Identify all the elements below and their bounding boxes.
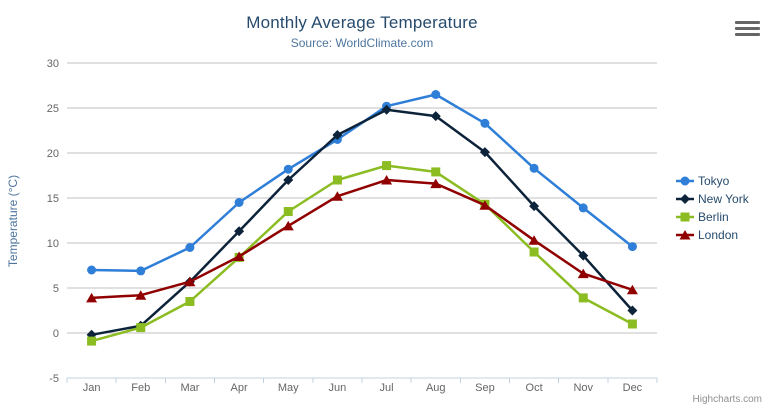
series-line-berlin[interactable] [90, 164, 634, 343]
data-point-tokyo[interactable] [283, 164, 293, 174]
legend-item-berlin[interactable]: Berlin [676, 209, 749, 224]
series-line-tokyo[interactable] [90, 93, 634, 273]
data-point-new-york[interactable] [627, 305, 638, 316]
legend-item-tokyo[interactable]: Tokyo [676, 173, 749, 188]
x-axis-tick-label: Feb [131, 382, 150, 394]
data-point-tokyo[interactable] [578, 203, 588, 213]
y-axis-tick-label: 0 [53, 328, 59, 340]
data-point-london[interactable] [135, 290, 147, 300]
legend-label: New York [698, 191, 749, 206]
data-point-new-york[interactable] [381, 104, 392, 115]
data-point-london[interactable] [184, 276, 196, 287]
data-point-london[interactable] [626, 284, 638, 295]
hamburger-menu-icon [735, 21, 760, 24]
circle-legend-marker-icon [676, 176, 694, 185]
data-point-berlin[interactable] [283, 207, 293, 216]
legend-item-london[interactable]: London [676, 227, 749, 242]
data-point-london[interactable] [233, 251, 245, 262]
y-axis-tick-label: 5 [53, 283, 59, 295]
x-axis-tick-label: Mar [180, 382, 199, 394]
legend-label: Tokyo [698, 173, 730, 188]
data-point-new-york[interactable] [529, 201, 540, 212]
data-point-tokyo[interactable] [185, 243, 195, 252]
series-line-london[interactable] [90, 178, 634, 300]
data-point-new-york[interactable] [430, 111, 441, 122]
x-axis-tick-label: May [278, 382, 299, 394]
data-point-london[interactable] [577, 268, 589, 279]
y-axis-tick-label: -5 [49, 373, 59, 385]
legend-label: London [698, 227, 739, 242]
data-point-new-york[interactable] [234, 226, 245, 237]
data-point-tokyo[interactable] [627, 242, 637, 252]
data-point-new-york[interactable] [479, 147, 490, 158]
data-point-tokyo[interactable] [529, 163, 539, 173]
data-point-new-york[interactable] [283, 175, 294, 185]
data-point-london[interactable] [430, 178, 442, 189]
data-point-berlin[interactable] [529, 247, 539, 257]
y-axis-tick-label: 30 [47, 58, 59, 70]
data-point-berlin[interactable] [431, 167, 441, 177]
chart-subtitle: Source: WorldClimate.com [290, 36, 434, 50]
x-axis-tick-label: Oct [526, 382, 543, 394]
triangle-legend-marker-icon [676, 229, 694, 239]
data-point-london[interactable] [479, 200, 491, 210]
x-axis-tick-label: Sep [475, 382, 495, 394]
data-point-tokyo[interactable] [136, 266, 146, 276]
data-point-london[interactable] [528, 235, 540, 245]
data-point-london[interactable] [282, 220, 294, 231]
data-point-berlin[interactable] [87, 336, 97, 346]
y-axis-tick-label: 15 [47, 193, 59, 205]
y-axis-title: Temperature (°C) [6, 174, 20, 268]
x-axis-tick-label: Dec [623, 382, 643, 394]
data-point-berlin[interactable] [627, 319, 637, 329]
export-menu-button[interactable] [735, 21, 760, 36]
square-legend-marker-icon [676, 212, 694, 221]
x-axis-tick-label: Jan [83, 382, 101, 394]
data-point-berlin[interactable] [578, 293, 588, 303]
series-line-new-york[interactable] [90, 108, 634, 337]
data-point-london[interactable] [381, 175, 393, 185]
data-point-berlin[interactable] [185, 297, 195, 306]
data-point-new-york[interactable] [578, 250, 589, 261]
data-point-london[interactable] [331, 191, 343, 201]
data-point-berlin[interactable] [136, 323, 146, 333]
legend-item-new-york[interactable]: New York [676, 191, 749, 206]
credits-link[interactable]: Highcharts.com [692, 394, 762, 405]
y-axis-tick-label: 25 [47, 103, 59, 115]
chart-title: Monthly Average Temperature [246, 13, 478, 32]
data-point-berlin[interactable] [382, 161, 392, 171]
y-axis-tick-label: 10 [47, 238, 59, 250]
data-point-tokyo[interactable] [480, 118, 490, 128]
legend: Tokyo New York Berlin London [676, 173, 749, 242]
hamburger-menu-icon [735, 27, 760, 30]
x-axis-tick-label: Aug [426, 382, 446, 394]
diamond-legend-marker-icon [676, 193, 694, 204]
data-point-tokyo[interactable] [87, 265, 97, 275]
x-axis-tick-label: Apr [231, 382, 248, 394]
x-axis-tick-label: Nov [573, 382, 593, 394]
data-point-tokyo[interactable] [431, 90, 441, 99]
hamburger-menu-icon [735, 33, 760, 36]
x-axis-tick-label: Jun [329, 382, 347, 394]
data-point-london[interactable] [86, 292, 98, 303]
x-axis-tick-label: Jul [380, 382, 394, 394]
legend-label: Berlin [698, 209, 729, 224]
data-point-new-york[interactable] [332, 130, 343, 140]
data-point-tokyo[interactable] [234, 198, 244, 207]
y-axis-tick-label: 20 [47, 148, 59, 160]
data-point-berlin[interactable] [332, 175, 342, 185]
